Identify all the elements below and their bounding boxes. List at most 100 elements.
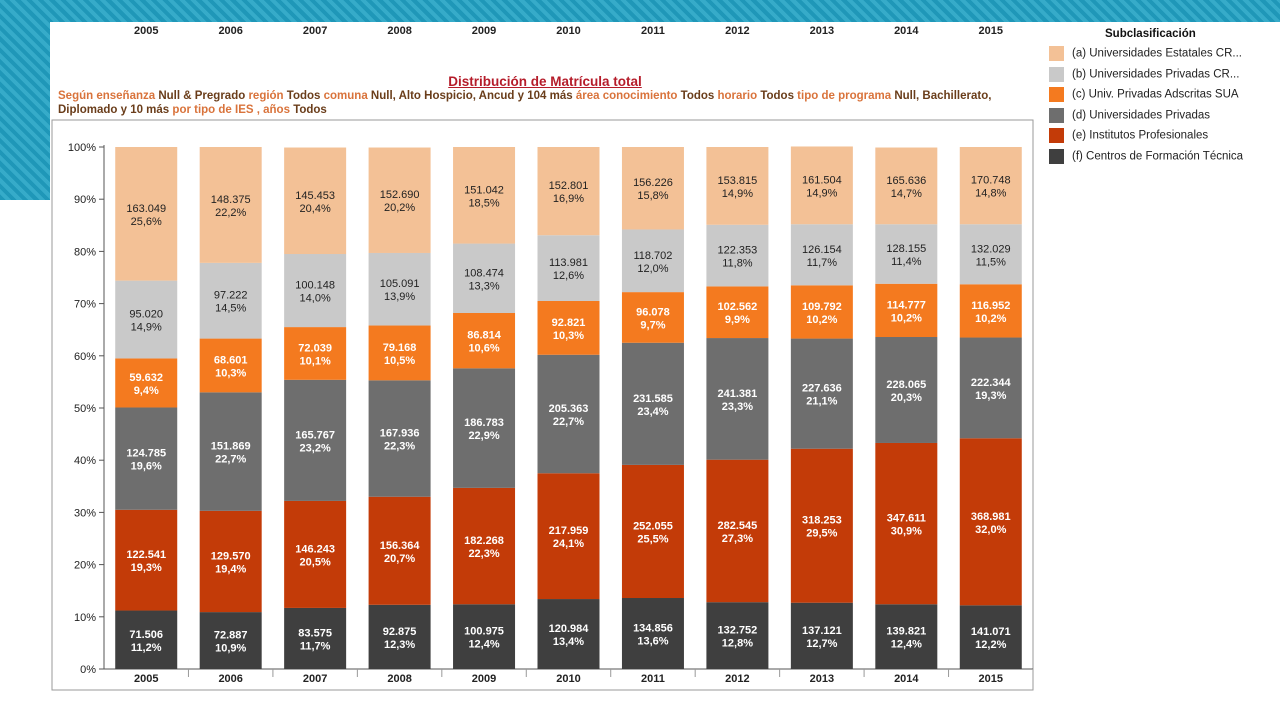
data-label-percent: 30,9%	[891, 526, 922, 538]
bar-segment-b-2015	[959, 224, 1022, 285]
data-label-value: 163.049	[126, 203, 166, 215]
data-label-percent: 20,2%	[384, 202, 415, 214]
subtitle-part: horario	[714, 90, 761, 102]
data-label-value: 151.042	[464, 184, 504, 196]
data-label-value: 137.121	[802, 625, 842, 637]
data-label-percent: 12,3%	[384, 639, 415, 651]
data-label-percent: 10,1%	[300, 355, 331, 367]
data-label-percent: 10,2%	[806, 314, 837, 326]
y-tick-label: 100%	[68, 142, 96, 154]
bar-segment-d-2013	[790, 338, 853, 449]
data-label-percent: 10,3%	[553, 330, 584, 342]
legend-title: Subclasificación	[1105, 28, 1196, 40]
data-label-value: 241.381	[718, 388, 758, 400]
data-label-percent: 12,8%	[722, 638, 753, 650]
data-label-percent: 11,2%	[131, 642, 162, 654]
data-label-value: 145.453	[295, 190, 335, 202]
chart-subtitle: Según enseñanza Null & Pregrado región T…	[58, 90, 1033, 117]
data-label-percent: 16,9%	[553, 193, 584, 205]
bar-segment-e-2009	[453, 487, 516, 605]
subtitle-part: por tipo de IES , años	[169, 103, 294, 116]
bar-segment-e-2010	[537, 473, 600, 600]
y-tick-label: 40%	[74, 455, 96, 467]
bar-segment-c-2005	[115, 358, 178, 408]
bar-segment-f-2011	[621, 598, 684, 669]
data-label-value: 222.344	[971, 377, 1012, 389]
bar-segment-e-2012	[706, 459, 769, 603]
data-label-percent: 12,6%	[553, 270, 584, 282]
bar-segment-e-2015	[959, 438, 1022, 606]
bar-segment-f-2006	[199, 612, 262, 669]
data-label-percent: 20,5%	[300, 556, 331, 568]
bar-segment-f-2010	[537, 599, 600, 669]
data-label-value: 132.752	[718, 625, 758, 637]
bar-segment-d-2010	[537, 354, 600, 474]
bar-segment-f-2005	[115, 610, 178, 669]
bar-segment-c-2008	[368, 325, 431, 381]
bar-segment-d-2005	[115, 407, 178, 510]
column-header-label: 2007	[303, 25, 327, 37]
y-tick-label: 70%	[74, 299, 96, 311]
column-header-label: 2005	[134, 25, 158, 37]
bar-segment-f-2013	[790, 602, 853, 669]
data-label-value: 116.952	[971, 300, 1010, 312]
data-label-value: 126.154	[802, 244, 842, 256]
legend-label: (f) Centros de Formación Técnica	[1072, 150, 1244, 162]
data-label-percent: 12,0%	[637, 263, 668, 275]
column-header-label: 2013	[810, 25, 834, 37]
bar-segment-d-2015	[959, 337, 1022, 439]
column-header-label: 2015	[979, 25, 1003, 37]
data-label-value: 139.821	[886, 626, 926, 638]
data-label-percent: 21,1%	[806, 396, 837, 408]
data-label-value: 228.065	[886, 379, 926, 391]
legend-item-a: (a) Universidades Estatales CR...	[1049, 46, 1242, 62]
data-label-percent: 13,9%	[384, 291, 415, 303]
data-label-percent: 14,5%	[215, 303, 246, 315]
y-tick-label: 0%	[80, 664, 96, 676]
data-label-value: 146.243	[295, 543, 335, 555]
data-label-percent: 22,7%	[553, 416, 584, 428]
legend-label: (a) Universidades Estatales CR...	[1072, 47, 1243, 60]
bar-segment-b-2009	[453, 243, 516, 313]
bar-segment-d-2011	[621, 342, 684, 465]
bar-segment-b-2005	[115, 280, 178, 359]
data-label-percent: 23,3%	[722, 401, 753, 413]
x-tick-label: 2010	[556, 673, 580, 685]
data-label-percent: 11,8%	[722, 258, 753, 270]
data-label-value: 318.253	[802, 515, 842, 527]
y-tick-label: 30%	[74, 507, 96, 519]
data-label-percent: 29,5%	[806, 528, 837, 540]
bar-segment-f-2007	[284, 607, 347, 669]
bar-segment-c-2010	[537, 300, 600, 355]
bar-segment-a-2010	[537, 147, 600, 236]
data-label-percent: 10,6%	[468, 343, 499, 355]
data-label-value: 282.545	[718, 520, 758, 532]
data-label-value: 71.506	[129, 629, 163, 641]
data-label-value: 68.601	[214, 354, 248, 366]
data-label-percent: 25,6%	[131, 216, 162, 228]
data-label-percent: 22,3%	[384, 441, 415, 453]
bar-segment-a-2014	[875, 147, 938, 225]
data-label-percent: 32,0%	[975, 524, 1006, 536]
data-label-value: 182.268	[464, 535, 504, 547]
data-label-percent: 19,6%	[131, 461, 162, 473]
data-label-value: 217.959	[549, 525, 589, 537]
data-label-percent: 14,0%	[300, 293, 331, 305]
data-label-value: 156.364	[380, 540, 421, 552]
legend-item-c: (c) Univ. Privadas Adscritas SUA	[1049, 87, 1239, 103]
data-label-value: 118.702	[633, 250, 672, 262]
bar-segment-b-2010	[537, 235, 600, 301]
subtitle-part: Null, Bachillerato, Diplomado y 10 más	[58, 90, 992, 116]
data-label-percent: 19,3%	[975, 390, 1006, 402]
legend-swatch	[1049, 128, 1064, 143]
bar-segment-f-2014	[875, 604, 938, 669]
bar-segment-b-2012	[706, 224, 769, 287]
data-label-value: 92.821	[552, 317, 586, 329]
subtitle-part: Todos	[680, 90, 715, 102]
bar-segment-a-2013	[790, 146, 853, 225]
data-label-value: 122.353	[718, 245, 758, 257]
bar-segment-b-2008	[368, 252, 431, 326]
bar-segment-e-2008	[368, 496, 431, 605]
bar-segment-b-2013	[790, 224, 853, 286]
data-label-value: 86.814	[467, 330, 502, 342]
